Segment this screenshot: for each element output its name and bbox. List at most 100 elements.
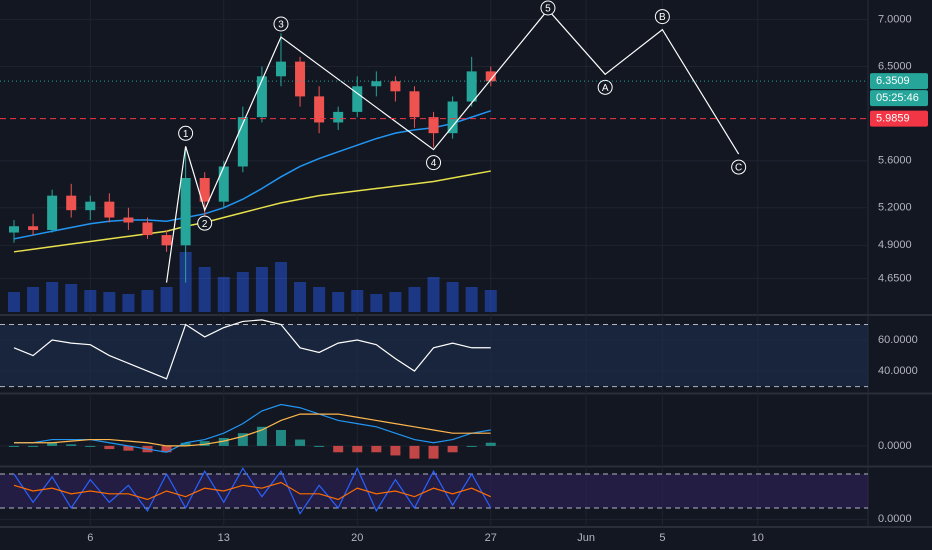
wave-marker xyxy=(178,125,194,141)
wave-marker xyxy=(273,16,289,32)
x-tick-label: 27 xyxy=(485,532,497,544)
candle-body xyxy=(47,195,58,231)
volume-bar xyxy=(255,267,268,312)
macd-histogram-bar xyxy=(485,442,496,446)
moving-average xyxy=(13,170,491,253)
volume-bar xyxy=(484,290,497,312)
macd-histogram-bar xyxy=(390,445,401,456)
volume-bar xyxy=(46,282,59,312)
macd-histogram-bar xyxy=(256,426,267,446)
macd-histogram-bar xyxy=(9,445,19,447)
signal-line xyxy=(14,413,491,447)
macd-histogram-bar xyxy=(314,445,325,447)
volume-bar xyxy=(465,287,478,312)
volume-bar xyxy=(332,292,345,312)
macd-histogram-bar xyxy=(85,445,96,447)
band-fill xyxy=(0,474,868,509)
candle-body xyxy=(333,111,344,123)
macd-histogram-bar xyxy=(371,445,382,453)
y-tick-label: 5.6000 xyxy=(878,155,912,167)
wave-label: C xyxy=(735,163,742,174)
wave-marker xyxy=(426,155,442,171)
volume-bar xyxy=(141,290,154,312)
wave-marker xyxy=(654,9,670,25)
volume-bar xyxy=(427,277,440,312)
volume-bar xyxy=(160,287,173,312)
candle-body xyxy=(237,117,248,167)
volume-bar xyxy=(122,294,135,312)
y-tick-label: 7.0000 xyxy=(878,13,912,25)
macd-histogram-bar xyxy=(161,445,172,453)
rsi-line xyxy=(13,319,491,380)
wave-label: 2 xyxy=(202,219,208,230)
volume-bar xyxy=(274,262,287,312)
macd-histogram-bar xyxy=(28,445,39,447)
candle-body xyxy=(199,177,210,202)
y-tick-label: 60.0000 xyxy=(878,334,918,346)
x-tick-label: 10 xyxy=(752,532,764,544)
y-tick-label: 0.0000 xyxy=(878,440,912,452)
wave-marker xyxy=(540,0,556,16)
wave-marker xyxy=(731,159,747,175)
candle-body xyxy=(161,235,172,246)
macd-histogram-bar xyxy=(409,445,420,459)
x-tick-label: 6 xyxy=(87,532,93,544)
y-tick-label: 40.0000 xyxy=(878,365,918,377)
y-tick-label: 6.5000 xyxy=(878,60,912,72)
x-tick-label: 5 xyxy=(659,532,665,544)
stoch-line xyxy=(13,466,492,515)
wave-line xyxy=(165,8,740,283)
macd-histogram-bar xyxy=(180,442,191,446)
candle-body xyxy=(180,177,191,246)
volume-bar xyxy=(351,290,364,312)
x-tick-label: 20 xyxy=(351,532,363,544)
wave-label: 5 xyxy=(545,4,551,15)
volume-bar xyxy=(27,287,40,312)
macd-histogram-bar xyxy=(199,441,210,446)
candle-body xyxy=(409,91,420,118)
volume-bar xyxy=(84,290,97,312)
countdown-box xyxy=(870,90,928,107)
wave-marker xyxy=(197,215,213,231)
candle-body xyxy=(314,96,325,123)
candle-body xyxy=(485,71,496,82)
volume-bar xyxy=(236,272,249,312)
stoch-line xyxy=(13,481,491,501)
countdown-label: 05:25:46 xyxy=(876,92,919,104)
candle-body xyxy=(371,81,382,87)
volume-bar xyxy=(65,284,78,312)
macd-histogram-bar xyxy=(218,437,229,446)
macd-histogram-bar xyxy=(104,445,115,450)
wave-label: 4 xyxy=(431,158,437,169)
moving-average xyxy=(13,110,491,240)
y-tick-label: 4.9000 xyxy=(878,239,912,251)
volume-bar xyxy=(8,292,20,312)
wave-label: 3 xyxy=(278,20,284,31)
volume-bar xyxy=(198,267,211,312)
candle-body xyxy=(28,226,39,231)
band-fill xyxy=(0,324,868,387)
macd-histogram-bar xyxy=(428,445,439,459)
candle-body xyxy=(123,217,134,223)
wave-marker xyxy=(597,79,613,95)
price-label: 5.9859 xyxy=(876,113,910,125)
volume-bar xyxy=(446,282,459,312)
macd-histogram-bar xyxy=(66,444,77,446)
macd-histogram-bar xyxy=(466,445,477,447)
volume-bar xyxy=(313,287,326,312)
volume-bar xyxy=(217,277,230,312)
candle-body xyxy=(142,222,153,236)
candle-body xyxy=(447,101,458,134)
macd-histogram-bar xyxy=(123,445,134,451)
candle-body xyxy=(85,201,96,211)
y-tick-label: 4.6500 xyxy=(878,272,912,284)
wave-label: A xyxy=(602,83,609,94)
wave-label: 1 xyxy=(183,129,189,140)
volume-bar xyxy=(294,282,307,312)
macd-histogram-bar xyxy=(447,445,458,453)
y-tick-label: 5.2000 xyxy=(878,202,912,214)
volume-bar xyxy=(370,294,383,312)
